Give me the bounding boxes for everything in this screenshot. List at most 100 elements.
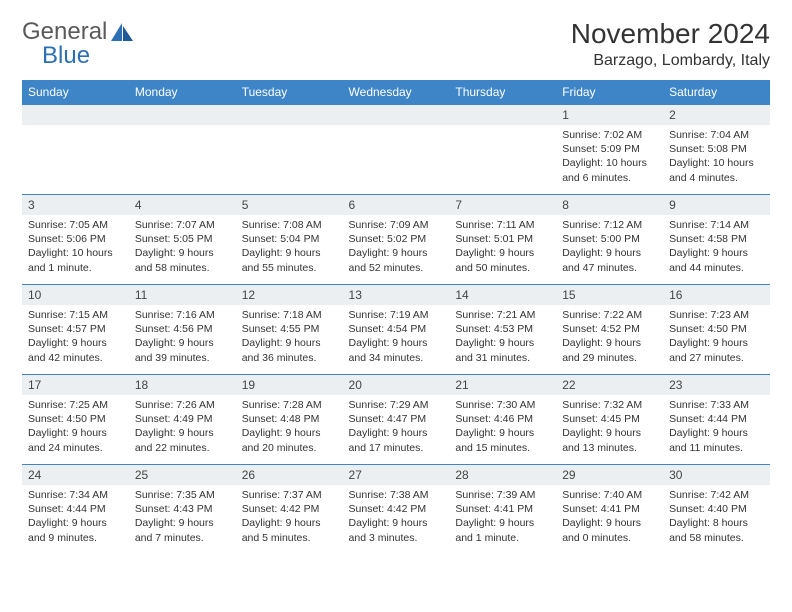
day-details: Sunrise: 7:26 AMSunset: 4:49 PMDaylight:… bbox=[129, 395, 236, 461]
calendar-day-cell: 29Sunrise: 7:40 AMSunset: 4:41 PMDayligh… bbox=[556, 465, 663, 555]
sunrise-text: Sunrise: 7:38 AM bbox=[349, 488, 444, 502]
day-details: Sunrise: 7:30 AMSunset: 4:46 PMDaylight:… bbox=[449, 395, 556, 461]
calendar-day-cell: 24Sunrise: 7:34 AMSunset: 4:44 PMDayligh… bbox=[22, 465, 129, 555]
day-number: 19 bbox=[236, 375, 343, 395]
sunrise-text: Sunrise: 7:05 AM bbox=[28, 218, 123, 232]
sunrise-text: Sunrise: 7:37 AM bbox=[242, 488, 337, 502]
day-number: 2 bbox=[663, 105, 770, 125]
sunset-text: Sunset: 4:40 PM bbox=[669, 502, 764, 516]
day-details: Sunrise: 7:39 AMSunset: 4:41 PMDaylight:… bbox=[449, 485, 556, 551]
calendar-day-cell: 4Sunrise: 7:07 AMSunset: 5:05 PMDaylight… bbox=[129, 195, 236, 285]
day-details: Sunrise: 7:29 AMSunset: 4:47 PMDaylight:… bbox=[343, 395, 450, 461]
calendar-day-cell: 6Sunrise: 7:09 AMSunset: 5:02 PMDaylight… bbox=[343, 195, 450, 285]
sunrise-text: Sunrise: 7:32 AM bbox=[562, 398, 657, 412]
logo-sail-icon bbox=[109, 21, 135, 43]
sunset-text: Sunset: 4:42 PM bbox=[349, 502, 444, 516]
sunset-text: Sunset: 5:02 PM bbox=[349, 232, 444, 246]
day-number: 11 bbox=[129, 285, 236, 305]
day-details: Sunrise: 7:19 AMSunset: 4:54 PMDaylight:… bbox=[343, 305, 450, 371]
weekday-header: Wednesday bbox=[343, 80, 450, 105]
day-number: 7 bbox=[449, 195, 556, 215]
day-number: 20 bbox=[343, 375, 450, 395]
sunset-text: Sunset: 5:04 PM bbox=[242, 232, 337, 246]
day-details bbox=[22, 125, 129, 134]
sunset-text: Sunset: 4:41 PM bbox=[455, 502, 550, 516]
daylight-text: Daylight: 9 hours and 55 minutes. bbox=[242, 246, 337, 274]
day-number: 3 bbox=[22, 195, 129, 215]
daylight-text: Daylight: 8 hours and 58 minutes. bbox=[669, 516, 764, 544]
daylight-text: Daylight: 9 hours and 7 minutes. bbox=[135, 516, 230, 544]
daylight-text: Daylight: 9 hours and 44 minutes. bbox=[669, 246, 764, 274]
day-details: Sunrise: 7:28 AMSunset: 4:48 PMDaylight:… bbox=[236, 395, 343, 461]
calendar-day-cell: 23Sunrise: 7:33 AMSunset: 4:44 PMDayligh… bbox=[663, 375, 770, 465]
day-details bbox=[236, 125, 343, 134]
sunrise-text: Sunrise: 7:22 AM bbox=[562, 308, 657, 322]
sunrise-text: Sunrise: 7:23 AM bbox=[669, 308, 764, 322]
daylight-text: Daylight: 9 hours and 5 minutes. bbox=[242, 516, 337, 544]
day-number bbox=[449, 105, 556, 125]
day-number: 18 bbox=[129, 375, 236, 395]
day-number: 24 bbox=[22, 465, 129, 485]
calendar-week-row: 3Sunrise: 7:05 AMSunset: 5:06 PMDaylight… bbox=[22, 195, 770, 285]
calendar-table: SundayMondayTuesdayWednesdayThursdayFrid… bbox=[22, 80, 770, 555]
day-number bbox=[129, 105, 236, 125]
daylight-text: Daylight: 9 hours and 0 minutes. bbox=[562, 516, 657, 544]
calendar-day-cell: 17Sunrise: 7:25 AMSunset: 4:50 PMDayligh… bbox=[22, 375, 129, 465]
day-number: 8 bbox=[556, 195, 663, 215]
calendar-body: 1Sunrise: 7:02 AMSunset: 5:09 PMDaylight… bbox=[22, 105, 770, 555]
day-details: Sunrise: 7:33 AMSunset: 4:44 PMDaylight:… bbox=[663, 395, 770, 461]
daylight-text: Daylight: 9 hours and 50 minutes. bbox=[455, 246, 550, 274]
day-details: Sunrise: 7:22 AMSunset: 4:52 PMDaylight:… bbox=[556, 305, 663, 371]
location-label: Barzago, Lombardy, Italy bbox=[571, 52, 770, 70]
daylight-text: Daylight: 10 hours and 1 minute. bbox=[28, 246, 123, 274]
calendar-day-cell: 12Sunrise: 7:18 AMSunset: 4:55 PMDayligh… bbox=[236, 285, 343, 375]
calendar-day-cell: 15Sunrise: 7:22 AMSunset: 4:52 PMDayligh… bbox=[556, 285, 663, 375]
sunset-text: Sunset: 4:44 PM bbox=[669, 412, 764, 426]
day-number: 5 bbox=[236, 195, 343, 215]
sunset-text: Sunset: 4:44 PM bbox=[28, 502, 123, 516]
sunset-text: Sunset: 4:45 PM bbox=[562, 412, 657, 426]
day-number: 16 bbox=[663, 285, 770, 305]
calendar-week-row: 17Sunrise: 7:25 AMSunset: 4:50 PMDayligh… bbox=[22, 375, 770, 465]
daylight-text: Daylight: 9 hours and 3 minutes. bbox=[349, 516, 444, 544]
calendar-day-cell: 11Sunrise: 7:16 AMSunset: 4:56 PMDayligh… bbox=[129, 285, 236, 375]
logo-block: General Blue bbox=[22, 18, 135, 70]
daylight-text: Daylight: 10 hours and 6 minutes. bbox=[562, 156, 657, 184]
day-number bbox=[236, 105, 343, 125]
daylight-text: Daylight: 9 hours and 15 minutes. bbox=[455, 426, 550, 454]
calendar-day-cell: 26Sunrise: 7:37 AMSunset: 4:42 PMDayligh… bbox=[236, 465, 343, 555]
sunrise-text: Sunrise: 7:14 AM bbox=[669, 218, 764, 232]
calendar-day-cell bbox=[343, 105, 450, 195]
day-number: 22 bbox=[556, 375, 663, 395]
calendar-day-cell: 20Sunrise: 7:29 AMSunset: 4:47 PMDayligh… bbox=[343, 375, 450, 465]
daylight-text: Daylight: 9 hours and 11 minutes. bbox=[669, 426, 764, 454]
sunrise-text: Sunrise: 7:11 AM bbox=[455, 218, 550, 232]
day-details: Sunrise: 7:11 AMSunset: 5:01 PMDaylight:… bbox=[449, 215, 556, 281]
day-number: 13 bbox=[343, 285, 450, 305]
sunset-text: Sunset: 4:41 PM bbox=[562, 502, 657, 516]
daylight-text: Daylight: 9 hours and 1 minute. bbox=[455, 516, 550, 544]
sunrise-text: Sunrise: 7:29 AM bbox=[349, 398, 444, 412]
day-number: 28 bbox=[449, 465, 556, 485]
sunrise-text: Sunrise: 7:26 AM bbox=[135, 398, 230, 412]
sunset-text: Sunset: 5:06 PM bbox=[28, 232, 123, 246]
calendar-day-cell: 5Sunrise: 7:08 AMSunset: 5:04 PMDaylight… bbox=[236, 195, 343, 285]
day-details: Sunrise: 7:07 AMSunset: 5:05 PMDaylight:… bbox=[129, 215, 236, 281]
day-details: Sunrise: 7:42 AMSunset: 4:40 PMDaylight:… bbox=[663, 485, 770, 551]
day-number: 23 bbox=[663, 375, 770, 395]
sunrise-text: Sunrise: 7:40 AM bbox=[562, 488, 657, 502]
day-number bbox=[22, 105, 129, 125]
day-details: Sunrise: 7:04 AMSunset: 5:08 PMDaylight:… bbox=[663, 125, 770, 191]
day-number: 12 bbox=[236, 285, 343, 305]
calendar-day-cell: 14Sunrise: 7:21 AMSunset: 4:53 PMDayligh… bbox=[449, 285, 556, 375]
day-number: 17 bbox=[22, 375, 129, 395]
sunrise-text: Sunrise: 7:09 AM bbox=[349, 218, 444, 232]
sunset-text: Sunset: 4:43 PM bbox=[135, 502, 230, 516]
sunset-text: Sunset: 4:52 PM bbox=[562, 322, 657, 336]
sunset-text: Sunset: 5:05 PM bbox=[135, 232, 230, 246]
daylight-text: Daylight: 9 hours and 20 minutes. bbox=[242, 426, 337, 454]
weekday-header: Monday bbox=[129, 80, 236, 105]
calendar-day-cell: 19Sunrise: 7:28 AMSunset: 4:48 PMDayligh… bbox=[236, 375, 343, 465]
day-number bbox=[343, 105, 450, 125]
calendar-day-cell bbox=[449, 105, 556, 195]
